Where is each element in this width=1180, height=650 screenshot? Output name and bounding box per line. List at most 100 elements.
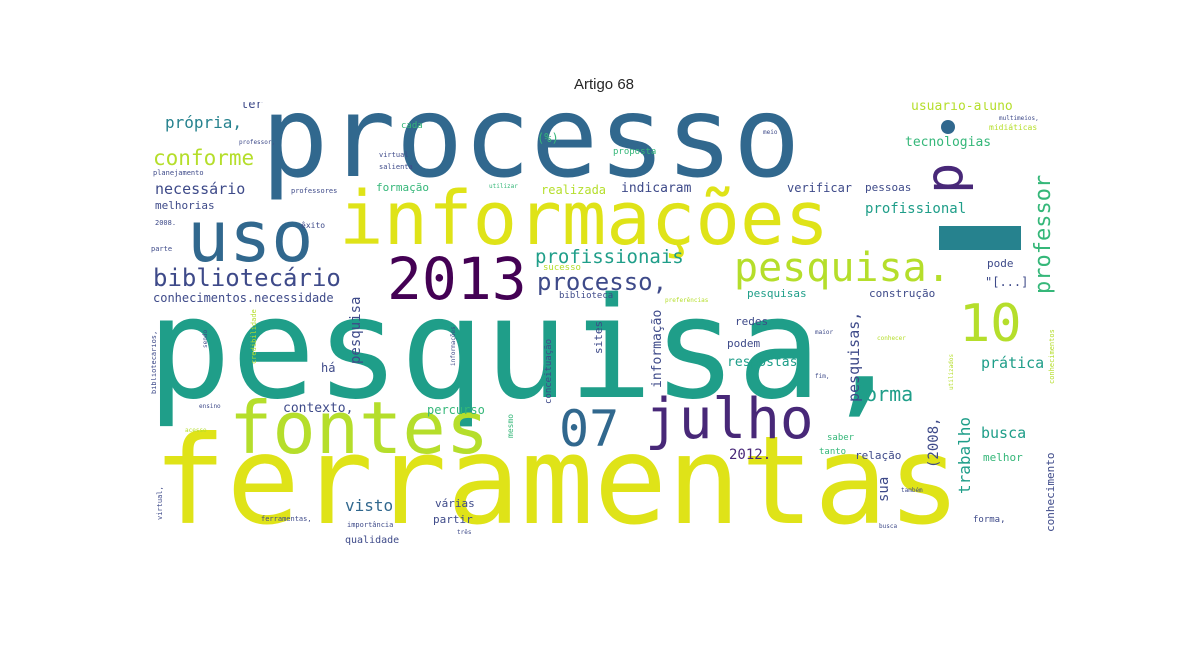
word-virtual-v: virtual, (156, 486, 164, 520)
word-profissional: profissional (865, 201, 967, 217)
word-midiaticas: midiáticas (989, 123, 1038, 132)
word-visto: visto (345, 496, 394, 515)
word-busca: busca (981, 424, 1027, 442)
word-melhorias: melhorias (155, 199, 215, 212)
word-conceituacao: conceituação (544, 338, 554, 404)
word-realizada: realizada (541, 183, 607, 197)
word-profissionais: profissionais (535, 246, 684, 268)
word-bibliotecarios: bibliotecários, (151, 330, 158, 394)
word-tres: três (457, 529, 472, 536)
word-relacao: relação (855, 449, 902, 462)
word-qualidade: qualidade (345, 535, 400, 546)
word-julho: julho (645, 387, 814, 452)
word-ter: ter (241, 102, 263, 111)
word-importancia: importância (347, 521, 394, 529)
word-credibilidade: credibilidade (250, 309, 258, 364)
word-virtual: virtual (379, 151, 409, 159)
word-varias: várias (435, 497, 475, 510)
word-multimeios: multimeios, (999, 115, 1039, 122)
word-biblioteca: biblioteca (559, 291, 614, 301)
word-respostas: respostas (727, 355, 798, 370)
word-ha: há (321, 361, 336, 375)
word-percurso: percurso (427, 403, 485, 417)
word-planejamento: planejamento (153, 169, 204, 177)
word-necessario: necessário (155, 180, 246, 198)
word-contexto: contexto, (283, 401, 354, 416)
word-pesquisa-comma: pesquisa, (151, 268, 906, 431)
word-fim: fim, (815, 373, 830, 380)
word-proposta: proposta (613, 147, 657, 157)
word-ferramentas-comma: ferramentas, (261, 515, 312, 523)
word-professores: professores (291, 187, 338, 195)
word-partir: partir (433, 513, 473, 526)
word-pesquisa-vertical: pesquisa (348, 296, 364, 364)
word-salienta: salienta (379, 163, 413, 171)
word-conhecimento: conhecimento (1044, 452, 1057, 532)
word-formacao: formação (376, 181, 429, 194)
word-ensino: ensino (199, 403, 221, 410)
word-2012: 2012. (729, 447, 772, 463)
word-2008: (2008, (926, 417, 942, 468)
figure-title: Artigo 68 (573, 76, 635, 93)
word-mesmo: mesmo (506, 413, 515, 438)
word-2013: 2013 (387, 245, 527, 313)
word-cloud: processo ferramentas pesquisa, informaçõ… (151, 102, 1059, 552)
word-pesquisa-period: pesquisa. (734, 245, 951, 291)
word-conhecer: conhecer (877, 335, 906, 342)
word-trabalho: trabalho (955, 416, 974, 494)
word-conforme: conforme (153, 146, 255, 170)
word-saber: saber (827, 433, 855, 443)
word-meio: meio (763, 129, 778, 136)
word-percent: (%) (537, 131, 559, 145)
word-bibliotecario: bibliotecário (153, 264, 341, 292)
word-redes: redes (735, 315, 769, 328)
word-pesquisas-comma: pesquisas, (845, 311, 863, 402)
word-fragment-dot (941, 120, 955, 134)
word-podem: podem (727, 337, 761, 350)
word-utilizados: utilizados (948, 353, 955, 390)
word-conhecimentos-necessidade: conhecimentos.necessidade (153, 291, 334, 305)
word-tanto: tanto (819, 447, 847, 457)
word-2008-small: 2008. (155, 219, 177, 227)
word-propria: própria, (165, 113, 243, 132)
word-processo-comma: processo, (537, 268, 668, 296)
word-verificar: verificar (787, 181, 853, 195)
word-tecnologias: tecnologias (905, 135, 992, 150)
word-pratica: prática (981, 354, 1045, 372)
word-parte: parte (151, 245, 173, 253)
word-utilizar: utilizar (489, 183, 518, 190)
word-uso: uso (187, 196, 314, 278)
word-forma: forma (853, 382, 914, 406)
word-melhor: melhor (983, 451, 1023, 464)
word-busca-small: busca (879, 523, 898, 530)
word-pode: pode (987, 257, 1014, 270)
word-exito: êxito (301, 221, 326, 230)
word-sucesso: sucesso (543, 263, 581, 273)
word-10: 10 (959, 294, 1022, 354)
word-maior: maior (815, 329, 834, 336)
word-professor: professor (1031, 174, 1056, 294)
word-sites: sites (592, 320, 605, 354)
word-processo: processo (261, 102, 801, 203)
word-informacao: informação (650, 309, 665, 388)
word-fragment-bar (939, 226, 1021, 250)
word-indicaram: indicaram (621, 181, 692, 196)
word-ferramentas: ferramentas (153, 410, 961, 552)
word-construcao: construção (869, 287, 936, 300)
word-informacoes: informações (339, 176, 830, 262)
word-cada: cada (401, 121, 423, 131)
word-tambem: também (901, 487, 923, 494)
word-pessoas: pessoas (865, 181, 912, 194)
word-acesso: acesso (185, 427, 207, 434)
word-conhecimentos-v: conhecimentos (1048, 329, 1056, 384)
word-07: 07 (559, 400, 620, 458)
word-fontes: fontes (229, 386, 490, 470)
word-sua: sua (876, 476, 892, 502)
word-preferencias: preferências (665, 297, 709, 304)
word-pesquisas-lower: pesquisas (747, 287, 807, 300)
word-usuario-aluno: usuário-aluno (911, 102, 1013, 114)
word-sendo: sendo (202, 329, 209, 348)
word-informacoes-small: informações (450, 326, 457, 366)
word-p: p (915, 162, 975, 194)
word-professor-small: professor, (239, 139, 276, 146)
